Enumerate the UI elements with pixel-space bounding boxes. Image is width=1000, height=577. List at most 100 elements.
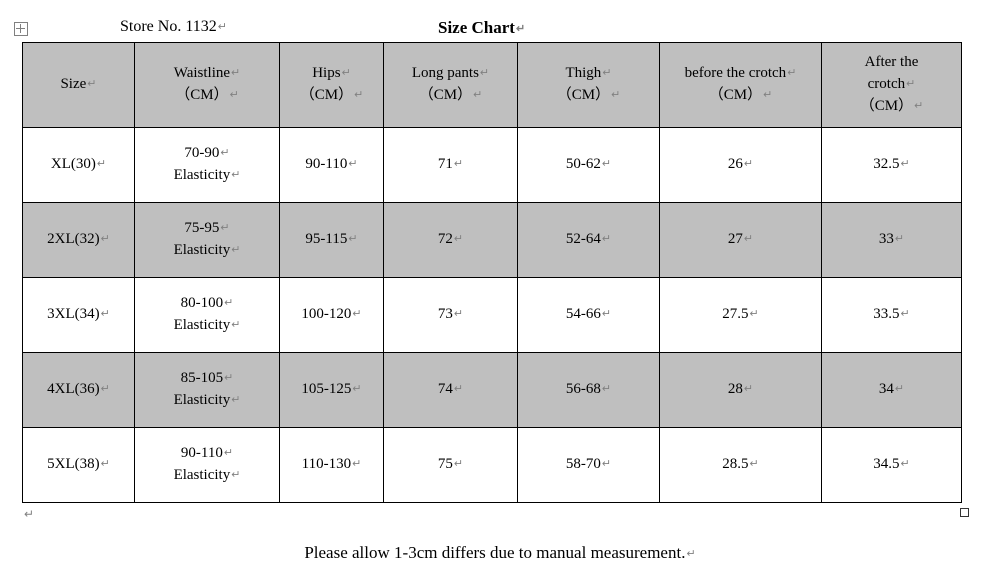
paragraph-mark-icon: ↵ bbox=[354, 89, 363, 101]
paragraph-mark-icon: ↵ bbox=[220, 147, 229, 159]
paragraph-mark-icon: ↵ bbox=[602, 308, 611, 320]
cell-text: 3XL(34) bbox=[47, 306, 100, 322]
header-text: After the bbox=[865, 54, 919, 70]
paragraph-mark-icon: ↵ bbox=[901, 458, 910, 470]
cell-text: XL(30) bbox=[51, 156, 96, 172]
cell-note: Elasticity bbox=[174, 242, 231, 258]
col-header-thigh: Thigh↵ （CM）↵ bbox=[518, 43, 660, 128]
cell-text: 90-110 bbox=[305, 156, 347, 172]
paragraph-mark-icon: ↵ bbox=[602, 233, 611, 245]
paragraph-mark-icon: ↵ bbox=[602, 383, 611, 395]
table-move-handle-icon[interactable] bbox=[14, 22, 28, 36]
cell-text: 100-120 bbox=[301, 306, 351, 322]
cell-size: 3XL(34)↵ bbox=[23, 278, 135, 353]
title-text: Size Chart bbox=[438, 18, 515, 37]
paragraph-mark-icon: ↵ bbox=[901, 158, 910, 170]
header-text: Size bbox=[60, 76, 86, 92]
cell-size: XL(30)↵ bbox=[23, 128, 135, 203]
cell-before: 28.5↵ bbox=[660, 428, 822, 503]
paragraph-mark-icon: ↵ bbox=[348, 158, 357, 170]
cell-text: 70-90 bbox=[184, 145, 219, 161]
paragraph-mark-icon: ↵ bbox=[342, 67, 351, 79]
note-text: Please allow 1-3cm differs due to manual… bbox=[304, 543, 685, 562]
cell-text: 27.5 bbox=[722, 306, 748, 322]
cell-long: 73↵ bbox=[384, 278, 518, 353]
col-header-size: Size↵ bbox=[23, 43, 135, 128]
cell-note: Elasticity bbox=[174, 317, 231, 333]
paragraph-mark-icon: ↵ bbox=[516, 23, 525, 35]
cell-hips: 100-120↵ bbox=[280, 278, 384, 353]
paragraph-mark-icon: ↵ bbox=[454, 158, 463, 170]
paragraph-mark-icon: ↵ bbox=[231, 67, 240, 79]
paragraph-mark-icon: ↵ bbox=[101, 383, 110, 395]
title-bar: Store No. 1132 ↵ Size Chart↵ bbox=[22, 18, 974, 42]
cell-text: 4XL(36) bbox=[47, 381, 100, 397]
paragraph-mark-icon: ↵ bbox=[914, 100, 923, 112]
header-unit: （CM） bbox=[175, 87, 228, 103]
cell-hips: 110-130↵ bbox=[280, 428, 384, 503]
cell-text: 26 bbox=[728, 156, 743, 172]
paragraph-mark-icon: ↵ bbox=[901, 308, 910, 320]
cell-text: 34 bbox=[879, 381, 894, 397]
header-unit: （CM） bbox=[557, 87, 610, 103]
col-header-long-pants: Long pants↵ （CM）↵ bbox=[384, 43, 518, 128]
paragraph-mark-icon: ↵ bbox=[97, 158, 106, 170]
cell-text: 27 bbox=[728, 231, 743, 247]
cell-text: 56-68 bbox=[566, 381, 601, 397]
cell-after: 33.5↵ bbox=[822, 278, 962, 353]
cell-size: 2XL(32)↵ bbox=[23, 203, 135, 278]
cell-before: 26↵ bbox=[660, 128, 822, 203]
store-text: Store No. 1132 bbox=[120, 18, 217, 35]
cell-note: Elasticity bbox=[174, 392, 231, 408]
paragraph-mark-icon: ↵ bbox=[750, 458, 759, 470]
page: Store No. 1132↵ Size Chart↵ Size↵ Waistl… bbox=[0, 0, 1000, 577]
paragraph-mark-icon: ↵ bbox=[763, 89, 772, 101]
paragraph-mark-icon: ↵ bbox=[454, 383, 463, 395]
cell-before: 27↵ bbox=[660, 203, 822, 278]
cell-text: 95-115 bbox=[305, 231, 347, 247]
header-text: Thigh bbox=[565, 65, 601, 81]
cell-thigh: 52-64↵ bbox=[518, 203, 660, 278]
cell-text: 75-95 bbox=[184, 220, 219, 236]
cell-text: 28.5 bbox=[722, 456, 748, 472]
cell-after: 32.5↵ bbox=[822, 128, 962, 203]
table-row: 3XL(34)↵ 80-100↵Elasticity↵ 100-120↵ 73↵… bbox=[23, 278, 962, 353]
paragraph-mark-icon: ↵ bbox=[787, 67, 796, 79]
header-text: Waistline bbox=[174, 65, 230, 81]
paragraph-mark-icon: ↵ bbox=[602, 458, 611, 470]
cell-waistline: 85-105↵Elasticity↵ bbox=[135, 353, 280, 428]
cell-text: 50-62 bbox=[566, 156, 601, 172]
paragraph-mark-icon: ↵ bbox=[744, 233, 753, 245]
cell-text: 75 bbox=[438, 456, 453, 472]
size-chart-table: Size↵ Waistline↵ （CM）↵ Hips↵ （CM）↵ Long … bbox=[22, 42, 962, 503]
paragraph-mark-icon: ↵ bbox=[686, 548, 695, 560]
header-text: Hips bbox=[312, 65, 340, 81]
paragraph-mark-icon: ↵ bbox=[101, 308, 110, 320]
paragraph-mark-icon: ↵ bbox=[602, 158, 611, 170]
cell-hips: 90-110↵ bbox=[280, 128, 384, 203]
col-header-hips: Hips↵ （CM）↵ bbox=[280, 43, 384, 128]
cell-note: Elasticity bbox=[174, 467, 231, 483]
paragraph-mark-icon: ↵ bbox=[473, 89, 482, 101]
cell-text: 33.5 bbox=[873, 306, 899, 322]
header-text: before the crotch bbox=[685, 65, 787, 81]
cell-size: 5XL(38)↵ bbox=[23, 428, 135, 503]
page-title: Size Chart↵ bbox=[438, 18, 525, 38]
cell-thigh: 50-62↵ bbox=[518, 128, 660, 203]
table-row: 5XL(38)↵ 90-110↵Elasticity↵ 110-130↵ 75↵… bbox=[23, 428, 962, 503]
cell-after: 33↵ bbox=[822, 203, 962, 278]
paragraph-mark-icon: ↵ bbox=[231, 244, 240, 256]
col-header-waistline: Waistline↵ （CM）↵ bbox=[135, 43, 280, 128]
cell-text: 80-100 bbox=[181, 295, 224, 311]
cell-long: 71↵ bbox=[384, 128, 518, 203]
paragraph-mark-icon: ↵ bbox=[352, 308, 361, 320]
cell-text: 85-105 bbox=[181, 370, 224, 386]
cell-text: 58-70 bbox=[566, 456, 601, 472]
cell-text: 73 bbox=[438, 306, 453, 322]
cell-text: 33 bbox=[879, 231, 894, 247]
table-row: 4XL(36)↵ 85-105↵Elasticity↵ 105-125↵ 74↵… bbox=[23, 353, 962, 428]
cell-thigh: 58-70↵ bbox=[518, 428, 660, 503]
paragraph-mark-icon: ↵ bbox=[750, 308, 759, 320]
paragraph-mark-icon: ↵ bbox=[611, 89, 620, 101]
paragraph-mark-icon: ↵ bbox=[906, 78, 915, 90]
